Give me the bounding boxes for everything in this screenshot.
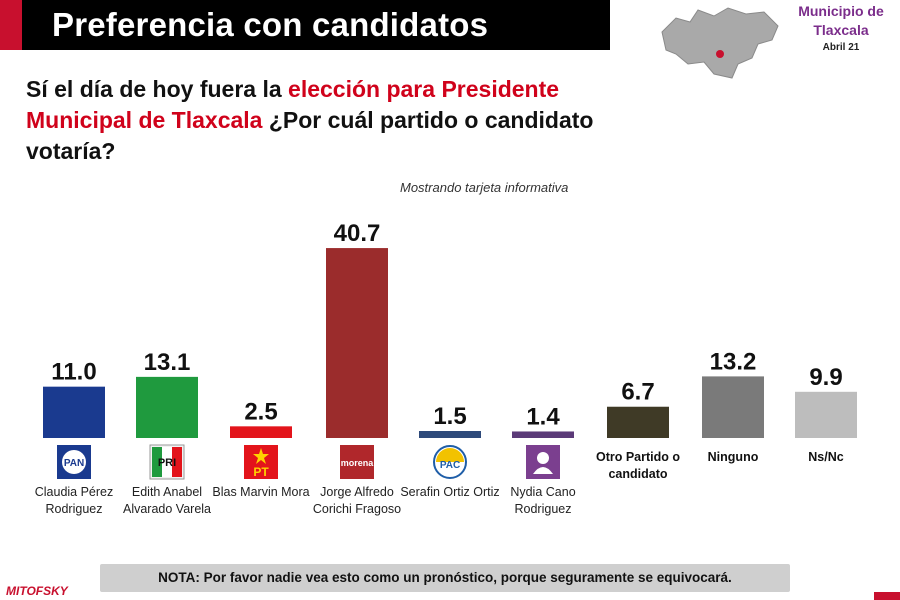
chart-subtitle: Mostrando tarjeta informativa xyxy=(400,180,569,195)
party-logo-icon-3: PT xyxy=(243,444,279,480)
svg-text:PT: PT xyxy=(253,465,269,479)
party-logo-icon-1: PAN xyxy=(56,444,92,480)
question-part-3: ¿Por cuál partido o candidato votaría? xyxy=(26,107,594,164)
value-label-3: 2.5 xyxy=(244,398,277,425)
bar-2 xyxy=(136,376,198,438)
bar-6 xyxy=(512,431,574,438)
page-title: Preferencia con candidatos xyxy=(52,6,489,43)
bar-9 xyxy=(795,391,857,438)
bar-chart: 11.0 13.1 2.5 40.7 1.5 1.4 6.7 13.2 9.9 xyxy=(43,220,857,438)
value-label-4: 40.7 xyxy=(334,220,381,247)
category-label-6: Nydia Cano Rodriguez xyxy=(510,485,576,516)
category-label-1: Claudia Pérez Rodriguez xyxy=(34,485,114,516)
party-logo-icon-4: morena xyxy=(339,444,375,480)
bar-8 xyxy=(702,376,764,438)
tlaxcala-map-icon xyxy=(661,7,779,79)
category-label-4: Jorge Alfredo Corichi Fragoso xyxy=(312,485,402,516)
value-label-6: 1.4 xyxy=(526,403,560,430)
category-label-9: Ns/Nc xyxy=(808,450,844,464)
bar-3 xyxy=(230,426,292,438)
value-label-8: 13.2 xyxy=(710,348,757,375)
bar-4 xyxy=(326,248,388,438)
question-part-1: Sí el día de hoy fuera la xyxy=(26,76,289,102)
disclaimer-note: NOTA: Por favor nadie vea esto como un p… xyxy=(100,564,790,592)
question-part-2: elección para Presidente Municipal de Tl… xyxy=(26,76,560,133)
category-label-8: Ninguno xyxy=(707,450,759,464)
value-label-2: 13.1 xyxy=(144,349,191,376)
value-label-1: 11.0 xyxy=(51,359,96,386)
value-label-5: 1.5 xyxy=(433,403,466,430)
svg-text:PAC: PAC xyxy=(440,460,460,471)
category-label-2: Edith Anabel Alvarado Varela xyxy=(122,485,211,516)
svg-text:PAN: PAN xyxy=(64,458,84,469)
corner-accent xyxy=(874,592,900,600)
category-label-7: Otro Partido o candidato xyxy=(595,450,681,481)
category-label-3: Blas Marvin Mora xyxy=(212,485,310,499)
category-label-5: Serafin Ortiz Ortiz xyxy=(400,485,500,499)
value-label-9: 9.9 xyxy=(809,364,842,391)
bar-7 xyxy=(607,406,669,438)
municipality-name: Municipio de Tlaxcala xyxy=(798,3,884,38)
party-logo-icon-5: PAC xyxy=(432,444,468,480)
survey-question: Sí el día de hoy fuera la elección para … xyxy=(26,74,646,167)
title-accent xyxy=(0,0,22,50)
report-date: Abril 21 xyxy=(822,42,860,53)
value-label-7: 6.7 xyxy=(621,379,654,406)
svg-text:PRI: PRI xyxy=(158,457,176,469)
location-marker xyxy=(716,50,724,58)
bar-5 xyxy=(419,431,481,438)
title-bar: Preferencia con candidatos xyxy=(0,0,610,50)
brand-logo: MITOFSKY xyxy=(6,584,68,598)
party-logo-icon-2: PRI xyxy=(149,444,185,480)
bar-1 xyxy=(43,386,105,438)
party-logo-icon-6 xyxy=(525,444,561,480)
svg-text:morena: morena xyxy=(341,458,375,468)
